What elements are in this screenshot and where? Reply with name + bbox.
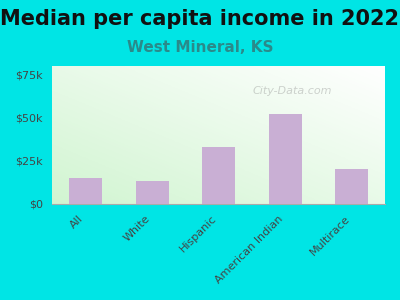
Bar (69, 178, 102, 204)
Bar (136, 181, 169, 204)
Bar (335, 169, 368, 204)
Text: Median per capita income in 2022: Median per capita income in 2022 (0, 9, 400, 29)
Bar (268, 114, 302, 204)
Text: West Mineral, KS: West Mineral, KS (127, 40, 273, 56)
Bar (202, 147, 235, 204)
Text: City-Data.com: City-Data.com (252, 86, 332, 96)
